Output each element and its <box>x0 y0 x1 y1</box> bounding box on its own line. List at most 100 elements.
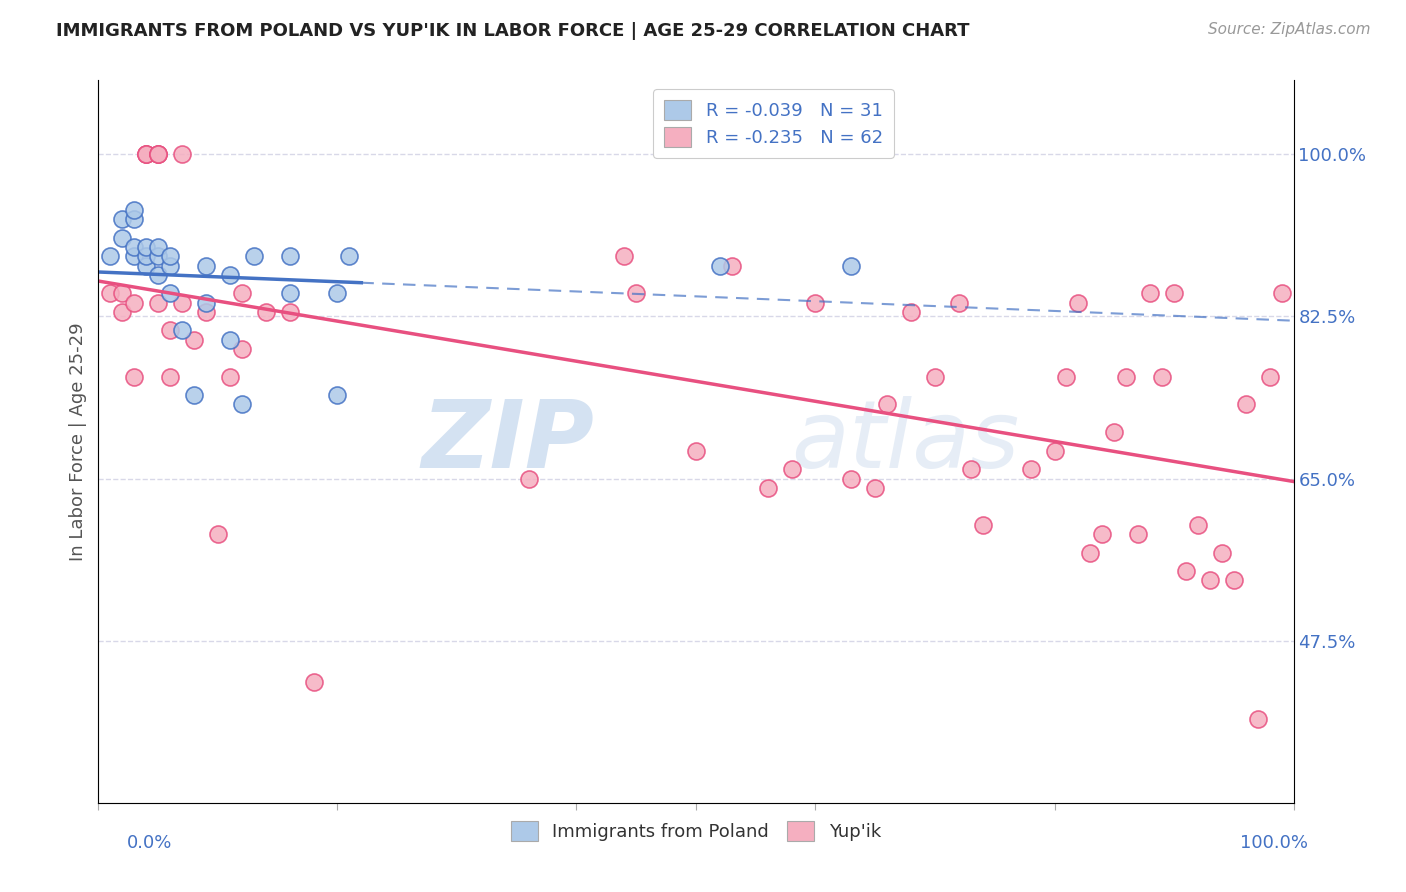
Point <box>1199 574 1222 588</box>
Point <box>1043 443 1066 458</box>
Point <box>254 305 277 319</box>
Point <box>111 305 134 319</box>
Text: ZIP: ZIP <box>422 395 595 488</box>
Point <box>148 240 170 254</box>
Point <box>195 259 218 273</box>
Point <box>195 305 218 319</box>
Point <box>148 147 170 161</box>
Point <box>1152 369 1174 384</box>
Point <box>231 397 253 411</box>
Point <box>195 295 218 310</box>
Point <box>1104 425 1126 440</box>
Point <box>278 286 301 301</box>
Point <box>1128 527 1150 541</box>
Point <box>135 147 157 161</box>
Point <box>111 286 134 301</box>
Point <box>865 481 887 495</box>
Point <box>159 369 181 384</box>
Point <box>1271 286 1294 301</box>
Point <box>148 147 170 161</box>
Point <box>876 397 898 411</box>
Point <box>756 481 779 495</box>
Point <box>148 268 170 282</box>
Point <box>159 323 181 337</box>
Point <box>1056 369 1078 384</box>
Point <box>1247 713 1270 727</box>
Text: 0.0%: 0.0% <box>127 834 172 852</box>
Point <box>183 388 205 402</box>
Point <box>1163 286 1185 301</box>
Point <box>1223 574 1246 588</box>
Point <box>219 268 242 282</box>
Point <box>841 259 863 273</box>
Point <box>1115 369 1137 384</box>
Legend: Immigrants from Poland, Yup'ik: Immigrants from Poland, Yup'ik <box>503 814 889 848</box>
Text: atlas: atlas <box>792 396 1019 487</box>
Point <box>613 249 636 263</box>
Point <box>278 305 301 319</box>
Point <box>231 342 253 356</box>
Point <box>124 369 146 384</box>
Point <box>1091 527 1114 541</box>
Point <box>135 147 157 161</box>
Point <box>124 240 146 254</box>
Point <box>339 249 361 263</box>
Point <box>111 231 134 245</box>
Point <box>124 212 146 227</box>
Point <box>1234 397 1257 411</box>
Point <box>841 472 863 486</box>
Text: IMMIGRANTS FROM POLAND VS YUP'IK IN LABOR FORCE | AGE 25-29 CORRELATION CHART: IMMIGRANTS FROM POLAND VS YUP'IK IN LABO… <box>56 22 970 40</box>
Point <box>219 369 242 384</box>
Y-axis label: In Labor Force | Age 25-29: In Labor Force | Age 25-29 <box>69 322 87 561</box>
Point <box>1080 546 1102 560</box>
Point <box>172 323 194 337</box>
Point <box>1019 462 1042 476</box>
Point <box>924 369 946 384</box>
Point <box>960 462 983 476</box>
Point <box>159 249 181 263</box>
Point <box>98 249 122 263</box>
Point <box>1067 295 1090 310</box>
Point <box>135 240 157 254</box>
Point <box>98 286 122 301</box>
Point <box>124 202 146 217</box>
Point <box>159 286 181 301</box>
Point <box>135 249 157 263</box>
Point <box>243 249 266 263</box>
Point <box>219 333 242 347</box>
Point <box>326 388 349 402</box>
Point <box>278 249 301 263</box>
Point <box>1139 286 1161 301</box>
Point <box>1175 564 1198 578</box>
Point <box>685 443 707 458</box>
Point <box>1187 517 1209 532</box>
Point <box>172 147 194 161</box>
Point <box>626 286 648 301</box>
Point <box>972 517 994 532</box>
Text: Source: ZipAtlas.com: Source: ZipAtlas.com <box>1208 22 1371 37</box>
Point <box>1211 546 1233 560</box>
Point <box>183 333 205 347</box>
Point <box>148 147 170 161</box>
Text: 100.0%: 100.0% <box>1240 834 1308 852</box>
Point <box>721 259 744 273</box>
Point <box>124 249 146 263</box>
Point <box>231 286 253 301</box>
Point <box>159 259 181 273</box>
Point <box>172 295 194 310</box>
Point <box>517 472 540 486</box>
Point <box>900 305 922 319</box>
Point <box>111 212 134 227</box>
Point <box>207 527 229 541</box>
Point <box>302 675 325 690</box>
Point <box>148 249 170 263</box>
Point <box>135 147 157 161</box>
Point <box>709 259 731 273</box>
Point <box>124 295 146 310</box>
Point <box>948 295 970 310</box>
Point <box>135 259 157 273</box>
Point <box>326 286 349 301</box>
Point <box>804 295 827 310</box>
Point <box>1258 369 1281 384</box>
Point <box>148 295 170 310</box>
